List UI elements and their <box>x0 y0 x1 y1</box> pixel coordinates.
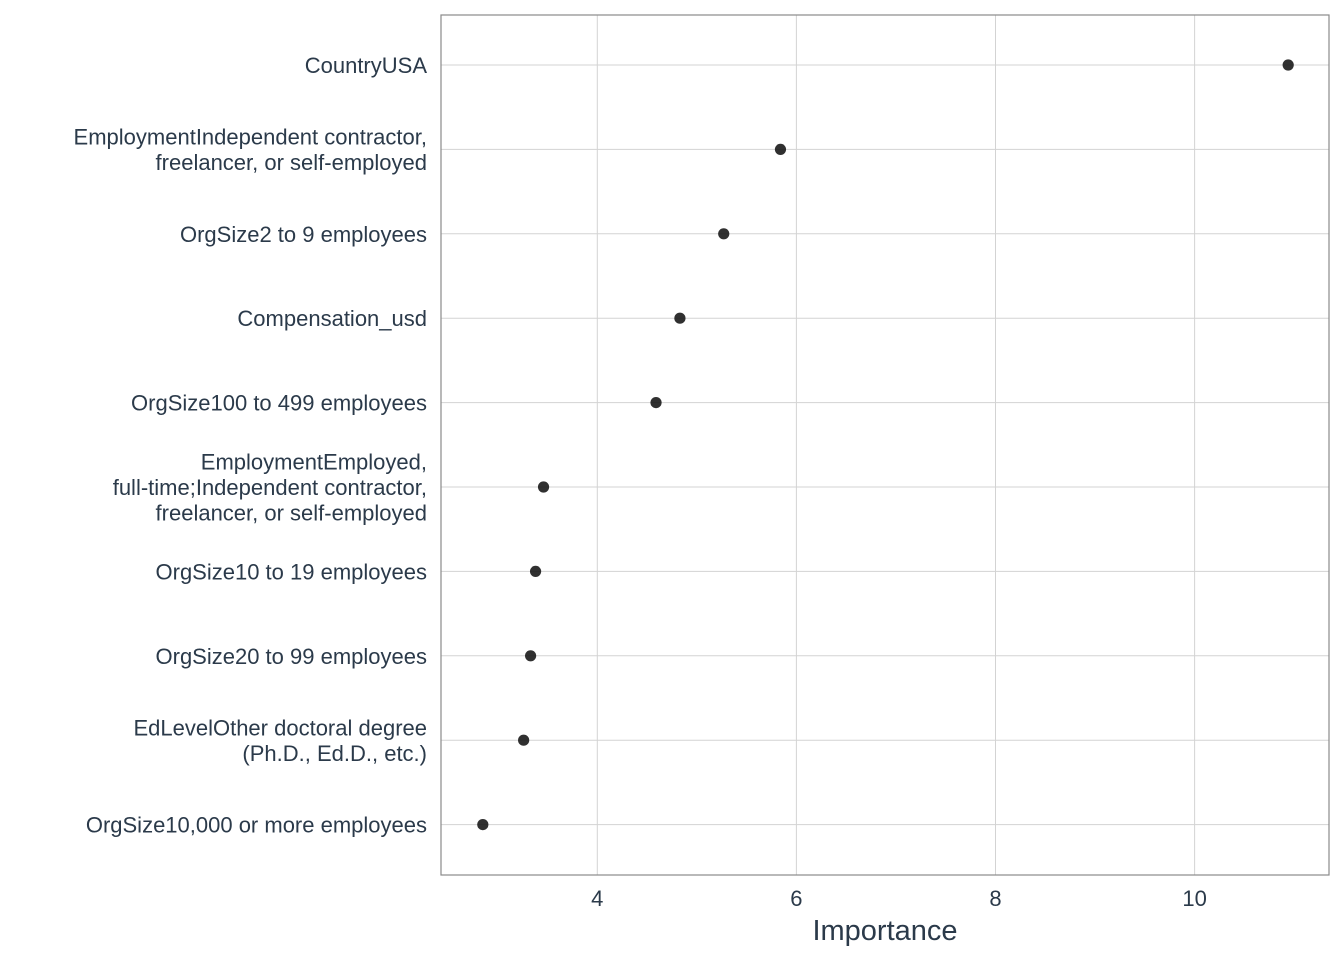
data-point <box>529 565 542 578</box>
data-point <box>650 397 662 409</box>
y-tick-label: OrgSize10,000 or more employees <box>86 813 427 838</box>
data-point <box>774 143 787 155</box>
data-point <box>537 481 550 493</box>
x-tick-label: 6 <box>790 886 802 911</box>
y-tick-label: EmploymentEmployed, full-time;Independent… <box>113 450 427 526</box>
grid-lines <box>441 15 1329 875</box>
x-axis-tick-labels: 4 6 8 10 <box>591 886 1207 911</box>
y-tick-label: CountryUSA <box>305 53 428 78</box>
plot-border <box>440 14 1330 876</box>
y-tick-label: OrgSize100 to 499 employees <box>131 391 427 416</box>
data-points <box>477 59 1294 831</box>
x-tick-label: 8 <box>989 886 1001 911</box>
y-tick-label: EdLevelOther doctoral degree (Ph.D., Ed.D… <box>133 715 427 766</box>
y-axis-labels: CountryUSA EmploymentIndependent contract… <box>74 53 428 838</box>
data-point <box>674 312 686 324</box>
data-point <box>518 734 530 746</box>
x-tick-label: 10 <box>1182 886 1206 911</box>
plot-background <box>441 15 1329 875</box>
y-tick-label: OrgSize2 to 9 employees <box>180 222 427 247</box>
y-tick-label: EmploymentIndependent contractor, freelan… <box>74 125 427 176</box>
data-point <box>524 650 537 662</box>
y-tick-label: OrgSize10 to 19 employees <box>156 559 428 584</box>
data-point <box>477 819 489 831</box>
x-axis-title: Importance <box>812 915 957 947</box>
data-point <box>1282 59 1294 71</box>
y-tick-label: OrgSize20 to 99 employees <box>156 644 428 669</box>
y-tick-label: Compensation_usd <box>237 306 427 331</box>
data-point <box>718 228 730 240</box>
x-tick-label: 4 <box>591 886 603 911</box>
